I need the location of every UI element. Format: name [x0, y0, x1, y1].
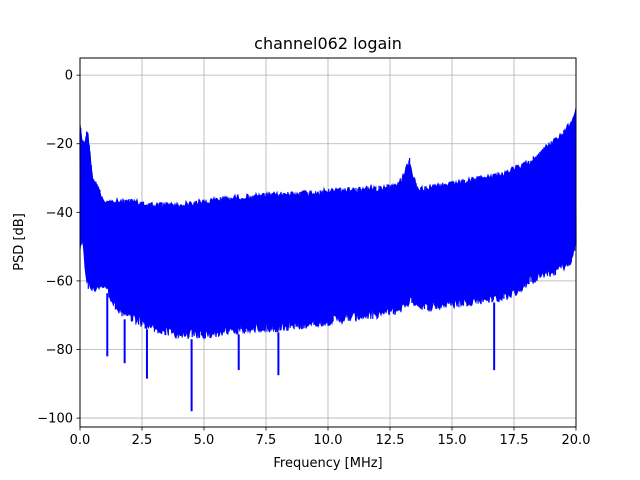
y-axis-label: PSD [dB]: [12, 213, 27, 271]
y-tick-label: −20: [46, 137, 73, 152]
x-axis-label: Frequency [MHz]: [273, 456, 382, 471]
x-tick-label: 12.5: [376, 433, 405, 448]
x-tick-label: 17.5: [500, 433, 529, 448]
x-tick-label: 20.0: [562, 433, 591, 448]
x-tick-label: 10.0: [314, 433, 343, 448]
y-tick-label: −80: [46, 343, 73, 358]
plot-data: [79, 108, 577, 412]
x-tick-label: 2.5: [132, 433, 153, 448]
x-tick-label: 7.5: [256, 433, 277, 448]
chart-title: channel062 logain: [254, 34, 402, 53]
ticks: 0.0 2.5 5.0 7.5 10.0 12.5 15.0 17.5 20.0 0 −20 −40 −…: [37, 69, 590, 448]
y-tick-label: −100: [37, 412, 73, 427]
x-tick-label: 5.0: [194, 433, 215, 448]
y-tick-label: −60: [46, 274, 73, 289]
x-tick-label: 0.0: [70, 433, 91, 448]
x-tick-label: 15.0: [438, 433, 467, 448]
y-tick-label: 0: [65, 69, 73, 84]
psd-trace: [79, 108, 577, 340]
y-tick-label: −40: [46, 206, 73, 221]
